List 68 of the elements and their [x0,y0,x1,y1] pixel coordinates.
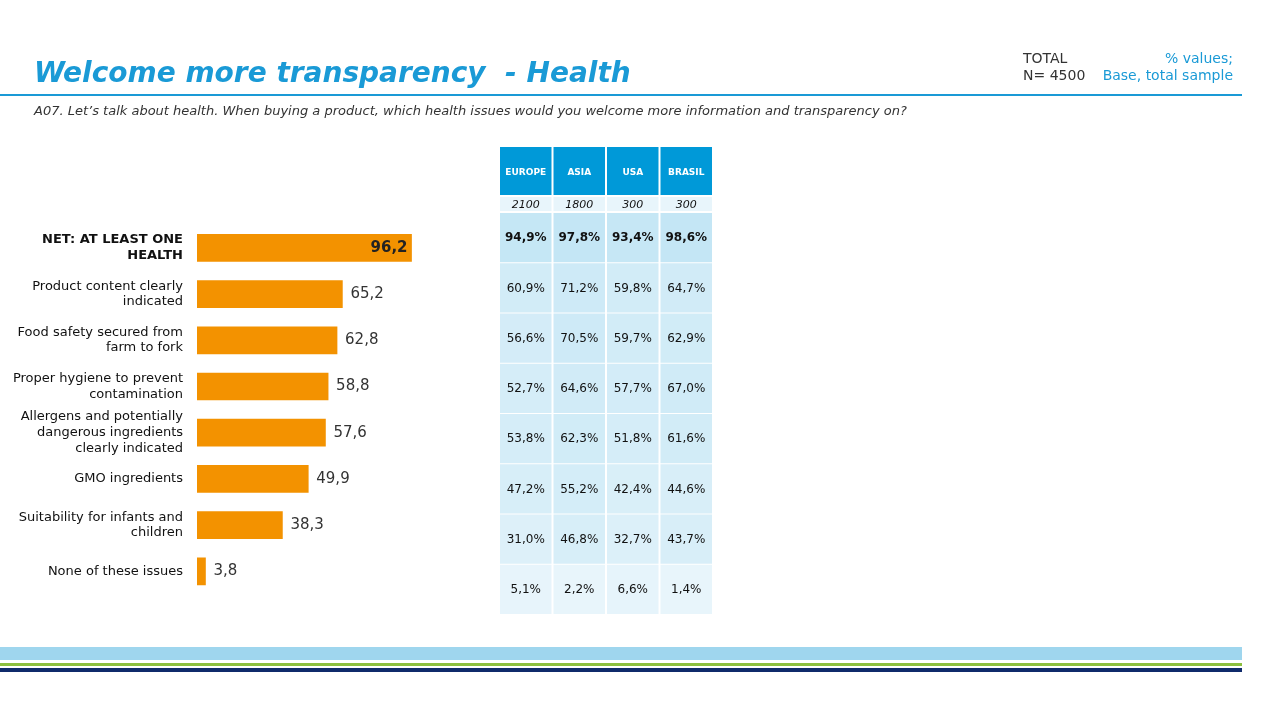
text: 2100 [511,197,540,211]
text: 300 [675,197,697,211]
data-label: 65,2 [350,283,384,302]
y-tick-label: None of these issues [47,562,184,578]
data-label: 53,8% [506,431,545,446]
bar [197,418,326,447]
data-label: 42,4% [613,481,652,496]
bar [197,372,329,401]
chart-title: Welcome more transparency - Health [34,56,631,89]
data-label: 62,3% [560,431,599,446]
bar [197,280,343,308]
bar [197,465,309,493]
data-label: 59,7% [613,330,652,345]
y-tick-label: Allergens and potentially dangerous ingredients clearly indicated [20,408,184,455]
data-label: 6,6% [617,582,648,596]
data-label: 61,6% [667,431,706,446]
bar [197,234,412,262]
bar [197,511,283,539]
data-label: 64,6% [560,381,599,395]
x-tick-label: EUROPE [505,167,547,178]
data-label: 38,3 [290,514,324,533]
data-label: 71,2% [560,280,599,295]
data-label: 49,9 [316,468,350,487]
data-label: 5,1% [510,582,541,596]
bar [197,326,338,355]
data-label: 46,8% [560,531,599,546]
data-label: 96,2 [370,237,408,256]
y-tick-label: Product content clearly indicated [32,277,184,309]
x-tick-label: USA [622,167,644,178]
data-label: 32,7% [613,531,652,546]
bar [197,557,206,586]
text: % values; Base, total sample [1102,50,1233,84]
y-tick-label: NET: AT LEAST ONE HEALTH [42,231,183,263]
data-label: 3,8 [213,561,238,580]
data-label: 52,7% [506,381,545,395]
data-label: 64,7% [667,280,706,295]
data-label: 1,4% [671,582,702,596]
data-label: 56,6% [506,330,545,345]
data-label: 97,8% [558,230,601,245]
data-label: 67,0% [667,381,706,395]
data-label: 43,7% [667,531,706,546]
y-tick-label: GMO ingredients [74,470,184,486]
data-label: 93,4% [611,230,654,245]
data-label: 57,7% [613,381,652,395]
data-label: 31,0% [506,531,545,546]
text: TOTAL N= 4500 [1023,50,1086,84]
data-label: 2,2% [564,582,595,596]
y-tick-label: Food safety secured from farm to fork [17,323,184,355]
data-label: 62,9% [667,330,706,345]
text: A07. Let’s talk about health. When buying a product, which health issues would you welcome more information and transparency on? [34,103,907,118]
data-label: 60,9% [506,280,545,295]
y-tick-label: Suitability for infants and children [18,508,183,540]
data-label: 55,2% [560,481,599,496]
data-label: 98,6% [665,230,708,245]
x-tick-label: ASIA [567,167,592,178]
data-label: 57,6 [333,422,367,441]
y-tick-label: Proper hygiene to prevent contamination [12,370,183,401]
x-tick-label: BRASIL [668,167,705,178]
data-label: 58,8 [336,376,370,395]
text: 300 [622,197,644,211]
data-label: 62,8 [345,330,379,349]
data-label: 70,5% [560,330,599,345]
data-label: 51,8% [613,431,652,446]
data-label: 94,9% [504,230,547,245]
text: 1800 [565,197,594,211]
data-label: 59,8% [613,280,652,295]
data-label: 44,6% [667,481,706,496]
data-label: 47,2% [506,481,545,496]
